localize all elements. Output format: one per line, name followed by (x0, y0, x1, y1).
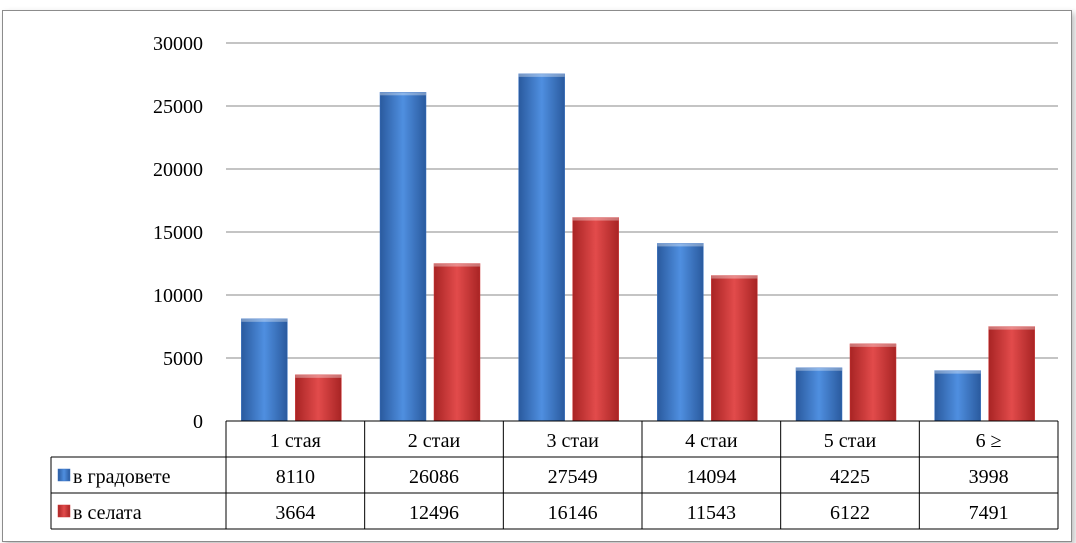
bar-highlight (796, 367, 842, 371)
y-tick-label: 0 (193, 411, 203, 433)
legend-label: в градовете (73, 466, 171, 488)
data-label: 11543 (687, 502, 736, 524)
bar (433, 263, 481, 422)
bar (572, 217, 619, 422)
x-tick-label: 3 стаи (546, 430, 599, 452)
y-tick-label: 20000 (153, 159, 203, 181)
legend-label: в селата (73, 502, 142, 524)
bar (657, 243, 704, 422)
data-label: 4225 (830, 466, 870, 488)
x-tick-label: 1 стая (270, 430, 321, 452)
data-label: 3664 (275, 502, 315, 524)
bar (518, 73, 565, 422)
bar (988, 326, 1035, 422)
x-tick-label: 2 стаи (408, 430, 461, 452)
bar (934, 370, 981, 422)
x-tick-label: 5 стаи (824, 430, 877, 452)
data-label: 14094 (686, 466, 736, 488)
bar (849, 343, 897, 422)
bar-highlight (518, 73, 565, 77)
data-table: 1 стая 2 стаи 3 стаи 4 стаи 5 стаи 6 ≥ в градо… (50, 420, 1059, 530)
data-label: 6122 (830, 502, 870, 524)
bar-highlight (434, 263, 480, 267)
bar-highlight (572, 217, 619, 221)
y-tick-label: 10000 (153, 285, 203, 307)
data-label: 12496 (409, 502, 459, 524)
y-axis: 0 5000 10000 15000 20000 25000 30000 (153, 33, 203, 433)
bar-highlight (934, 370, 981, 374)
bar-highlight (657, 243, 704, 247)
bar-highlight (295, 374, 342, 378)
bar-highlight (380, 92, 426, 96)
y-tick-label: 25000 (153, 96, 203, 118)
data-label: 16146 (548, 502, 598, 524)
bar (241, 318, 288, 422)
y-tick-label: 5000 (163, 348, 203, 370)
y-tick-label: 15000 (153, 222, 203, 244)
bar (711, 275, 758, 422)
data-label: 3998 (969, 466, 1009, 488)
legend-swatch (57, 468, 71, 482)
x-tick-label: 6 ≥ (976, 430, 1002, 452)
gridlines (226, 42, 1058, 359)
bar-highlight (241, 318, 288, 322)
bar-highlight (711, 275, 758, 279)
legend-swatch (57, 504, 71, 518)
bar-highlight (988, 326, 1035, 330)
data-label: 7491 (969, 502, 1009, 524)
bar (379, 92, 427, 422)
bar (795, 367, 843, 422)
data-label: 8110 (276, 466, 315, 488)
data-label: 27549 (548, 466, 598, 488)
bar-highlight (850, 343, 896, 347)
x-tick-label: 4 стаи (685, 430, 738, 452)
y-tick-label: 30000 (153, 33, 203, 55)
data-label: 26086 (409, 466, 459, 488)
bar (295, 374, 342, 422)
bars (241, 73, 1035, 422)
